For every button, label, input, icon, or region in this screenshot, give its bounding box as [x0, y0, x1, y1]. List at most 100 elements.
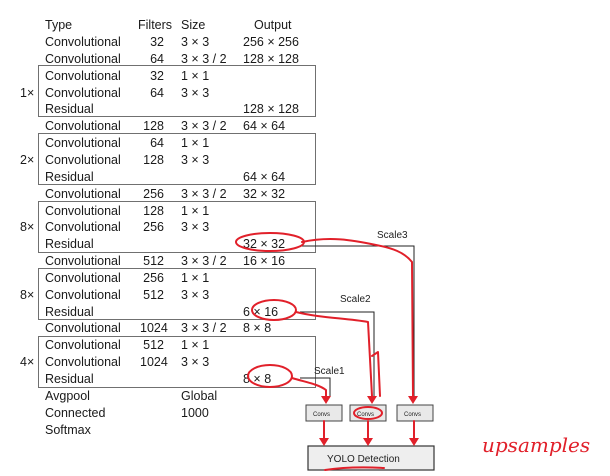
row-type: Convolutional [45, 119, 121, 133]
row-type: Convolutional [45, 220, 121, 234]
row-type: Convolutional [45, 204, 121, 218]
scale3-connector [300, 245, 415, 396]
row-type: Convolutional [45, 35, 121, 49]
yolo-underline [324, 466, 385, 471]
row-filters: 64 [150, 86, 164, 100]
residual-group-8x-b [38, 268, 316, 320]
yolo-detection-box: YOLO Detection [307, 445, 435, 471]
scale2-label: Scale2 [340, 294, 371, 305]
header-output: Output [254, 18, 292, 32]
row-type: Residual [45, 372, 94, 386]
conv-box-3: Convs [396, 404, 434, 422]
row-size: 3 × 3 [181, 355, 210, 369]
row-output: 64 × 64 [243, 119, 286, 133]
scale1-connector [300, 377, 331, 396]
row-size: 1 × 1 [181, 136, 210, 150]
row-rep: 8× [20, 220, 35, 234]
row-rep: 1× [20, 86, 35, 100]
row-size: 1 × 1 [181, 204, 210, 218]
red-arrow-down-3 [409, 438, 419, 446]
scale-connectors [300, 245, 415, 396]
row-output: 8 × 8 [243, 372, 272, 386]
row-type: Avgpool [45, 389, 90, 403]
scale2-connector [300, 311, 375, 396]
red-arrow-scale1 [321, 396, 331, 404]
row-filters: 256 [143, 187, 164, 201]
row-filters: 32 [150, 35, 164, 49]
row-type: Convolutional [45, 69, 121, 83]
residual-group-2x [38, 133, 316, 185]
row-output: 32 × 32 [243, 237, 286, 251]
row-type: Convolutional [45, 271, 121, 285]
row-type: Softmax [45, 423, 91, 437]
row-size: 1 × 1 [181, 271, 210, 285]
handwritten-upsamples: upsamples [482, 433, 590, 457]
yolo-detection-label: YOLO Detection [327, 454, 400, 465]
row-type: Convolutional [45, 288, 121, 302]
row-type: Convolutional [45, 136, 121, 150]
circle-scale2-output [251, 299, 297, 321]
row-size: 3 × 3 / 2 [181, 321, 227, 335]
conv-box-1: Convs [305, 404, 343, 422]
red-annotations: upsamples [235, 232, 590, 471]
row-size: 1000 [181, 406, 209, 420]
row-output: 8 × 8 [243, 321, 272, 335]
circle-middle-conv [353, 406, 383, 420]
residual-group-8x-a [38, 201, 316, 253]
row-filters: 128 [143, 204, 164, 218]
conv-box-1-label: Convs [313, 412, 330, 418]
row-output: 64 × 64 [243, 170, 286, 184]
row-filters: 128 [143, 153, 164, 167]
row-size: 3 × 3 / 2 [181, 254, 227, 268]
row-type: Convolutional [45, 355, 121, 369]
row-type: Residual [45, 305, 94, 319]
row-size: 3 × 3 / 2 [181, 187, 227, 201]
conv-box-2-label: Convs [357, 412, 374, 418]
row-type: Residual [45, 170, 94, 184]
row-type: Convolutional [45, 321, 121, 335]
row-rep: 2× [20, 153, 35, 167]
row-output: 256 × 256 [243, 35, 299, 49]
row-type: Convolutional [45, 187, 121, 201]
red-path-scale3 [301, 238, 414, 397]
row-type: Connected [45, 406, 106, 420]
red-path-scale2 [295, 311, 373, 397]
row-rep: 8× [20, 288, 35, 302]
row-type: Residual [45, 237, 94, 251]
row-output: 128 × 128 [243, 102, 299, 116]
row-type: Convolutional [45, 254, 121, 268]
row-size: 3 × 3 / 2 [181, 119, 227, 133]
red-upsample-stroke [371, 351, 381, 397]
conv-box-3-label: Convs [404, 412, 421, 418]
red-path-scale1 [291, 377, 327, 399]
red-arrow-down-2 [363, 438, 373, 446]
row-type: Convolutional [45, 338, 121, 352]
row-filters: 256 [143, 271, 164, 285]
residual-group-1x [38, 65, 316, 117]
row-output: 16 × 16 [243, 254, 286, 268]
scale1-label: Scale1 [314, 366, 345, 377]
scale3-label: Scale3 [377, 230, 408, 241]
row-size: 3 × 3 [181, 153, 210, 167]
row-size: 1 × 1 [181, 338, 210, 352]
row-filters: 64 [150, 52, 164, 66]
row-size: 3 × 3 [181, 35, 210, 49]
row-filters: 512 [143, 254, 164, 268]
row-size: 3 × 3 [181, 288, 210, 302]
row-type: Convolutional [45, 153, 121, 167]
row-filters: 32 [150, 69, 164, 83]
red-arrow-scale2 [367, 396, 377, 404]
row-rep: 4× [20, 355, 35, 369]
row-size: 3 × 3 / 2 [181, 52, 227, 66]
row-size: 3 × 3 [181, 86, 210, 100]
header-size: Size [181, 18, 206, 32]
row-type: Residual [45, 102, 94, 116]
row-size: 3 × 3 [181, 220, 210, 234]
row-filters: 128 [143, 119, 164, 133]
row-filters: 512 [143, 338, 164, 352]
circle-scale3-output [235, 232, 305, 252]
header-type: Type [45, 18, 73, 32]
red-arrow-down-1 [319, 438, 329, 446]
row-size: 1 × 1 [181, 69, 210, 83]
row-filters: 64 [150, 136, 164, 150]
